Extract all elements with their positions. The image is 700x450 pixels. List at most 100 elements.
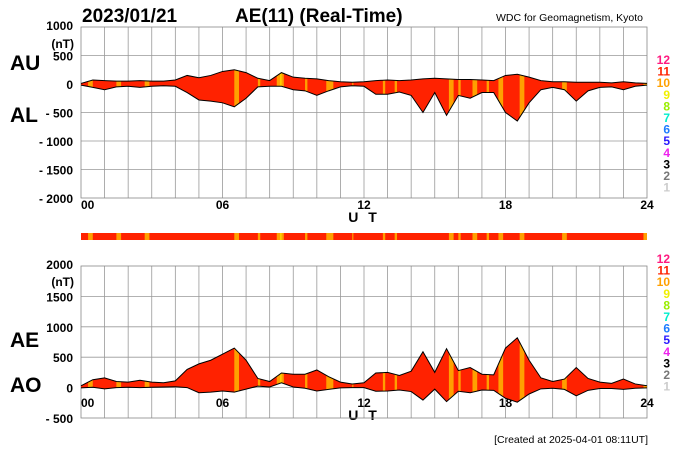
- station-count-band: [234, 69, 240, 122]
- station-count-band: [234, 337, 240, 403]
- y-tick-label: 500: [53, 50, 73, 64]
- station-count-band: [257, 337, 261, 403]
- x-tick-label: 06: [216, 198, 230, 212]
- station-count-legend-item: 8: [663, 99, 670, 113]
- au-label: AU: [10, 52, 40, 75]
- station-count-legend-item: 11: [657, 264, 670, 278]
- station-count-band: [276, 337, 284, 403]
- station-count-legend-item: 9: [663, 88, 670, 102]
- top-al-line: [80, 84, 648, 122]
- station-count-bar-segment: [486, 233, 489, 240]
- station-count-bar-segment: [234, 233, 240, 240]
- y-tick-label: 1000: [46, 321, 73, 335]
- station-count-legend-item: 5: [663, 134, 670, 148]
- x-tick-label: 00: [81, 198, 95, 212]
- station-count-bar-segment: [257, 233, 261, 240]
- station-count-band: [448, 337, 454, 403]
- station-count-legend-item: 12: [657, 252, 671, 266]
- station-count-legend-item: 1: [663, 380, 670, 394]
- station-count-legend-item: 1: [663, 181, 670, 195]
- x-tick-label: 18: [499, 198, 513, 212]
- station-count-band: [352, 337, 354, 403]
- y-tick-label: - 2000: [39, 192, 73, 206]
- station-count-bar-segment: [448, 233, 454, 240]
- bot-ao-line: [80, 382, 648, 403]
- station-count-legend-item: 12: [657, 53, 671, 67]
- station-count-band: [394, 337, 398, 403]
- bot-plot-frame: [80, 265, 648, 419]
- station-count-bar-segment: [562, 233, 567, 240]
- station-count-bar-segment: [519, 233, 525, 240]
- station-count-legend-item: 4: [663, 345, 670, 359]
- date-title: 2023/01/21: [82, 6, 178, 27]
- station-count-bar-segment: [458, 233, 461, 240]
- x-tick-label: 24: [640, 396, 654, 410]
- x-tick-label: 24: [640, 198, 654, 212]
- station-count-band: [472, 69, 478, 122]
- station-count-bar: [81, 233, 647, 240]
- station-count-bar-segment: [382, 233, 386, 240]
- station-count-band: [382, 337, 386, 403]
- station-count-bar-segment: [144, 233, 150, 240]
- top-area-fill: [81, 69, 647, 122]
- station-count-bar-segment: [305, 233, 308, 240]
- top-unit-label: (nT): [51, 37, 74, 51]
- station-count-band: [486, 337, 489, 403]
- station-count-legend-item: 4: [663, 146, 670, 160]
- top-au-line: [80, 69, 648, 84]
- y-tick-label: - 1000: [39, 135, 73, 149]
- station-count-bar-segment: [88, 233, 93, 240]
- station-count-legend-item: 6: [663, 123, 670, 137]
- station-count-band: [326, 337, 334, 403]
- station-count-legend-item: 10: [657, 76, 671, 90]
- top-x-axis-label: U T: [348, 209, 380, 225]
- y-tick-label: 0: [66, 78, 73, 92]
- station-count-legend-item: 7: [663, 310, 670, 324]
- source-label: WDC for Geomagnetism, Kyoto: [496, 12, 643, 24]
- y-tick-label: - 500: [46, 412, 74, 426]
- station-count-legend-item: 3: [663, 157, 670, 171]
- x-tick-label: 06: [216, 396, 230, 410]
- y-tick-label: 1000: [46, 19, 73, 33]
- x-tick-label: 12: [357, 396, 371, 410]
- station-count-legend-item: 8: [663, 298, 670, 312]
- top-plot-frame: [80, 26, 648, 199]
- station-count-band: [116, 337, 122, 403]
- station-count-band: [498, 337, 504, 403]
- station-count-legend-item: 2: [663, 169, 670, 183]
- y-tick-label: - 500: [46, 107, 74, 121]
- bottom-x-axis-label: U T: [348, 407, 380, 423]
- y-tick-label: 500: [53, 351, 73, 365]
- station-count-band: [144, 337, 150, 403]
- x-tick-label: 12: [357, 198, 371, 212]
- station-count-band: [472, 337, 478, 403]
- bot-area-fill: [81, 337, 647, 403]
- station-count-bar-segment: [394, 233, 398, 240]
- y-tick-label: 2000: [46, 258, 73, 272]
- bottom-unit-label: (nT): [51, 275, 74, 289]
- station-count-legend-item: 5: [663, 333, 670, 347]
- created-timestamp: [Created at 2025-04-01 08:11UT]: [494, 434, 648, 446]
- station-count-legend-item: 9: [663, 287, 670, 301]
- station-count-legend-item: 10: [657, 275, 671, 289]
- index-title: AE(11) (Real-Time): [235, 6, 403, 27]
- station-count-band: [519, 337, 525, 403]
- al-label: AL: [10, 104, 38, 127]
- ae-label: AE: [10, 329, 39, 352]
- station-count-bar-segment: [498, 233, 504, 240]
- bot-ae-line: [80, 336, 648, 387]
- station-count-bar-segment: [352, 233, 354, 240]
- station-count-bar-segment: [116, 233, 122, 240]
- station-count-legend-item: 6: [663, 322, 670, 336]
- station-count-legend-item: 7: [663, 111, 670, 125]
- station-count-bar-segment: [326, 233, 334, 240]
- station-count-band: [498, 69, 504, 122]
- y-tick-label: 1500: [46, 290, 73, 304]
- station-count-bar-segment: [643, 233, 647, 240]
- y-tick-label: - 1500: [39, 164, 73, 178]
- y-tick-label: 0: [66, 382, 73, 396]
- station-count-band: [562, 337, 567, 403]
- station-count-band: [280, 337, 282, 403]
- station-count-legend-item: 11: [657, 65, 670, 79]
